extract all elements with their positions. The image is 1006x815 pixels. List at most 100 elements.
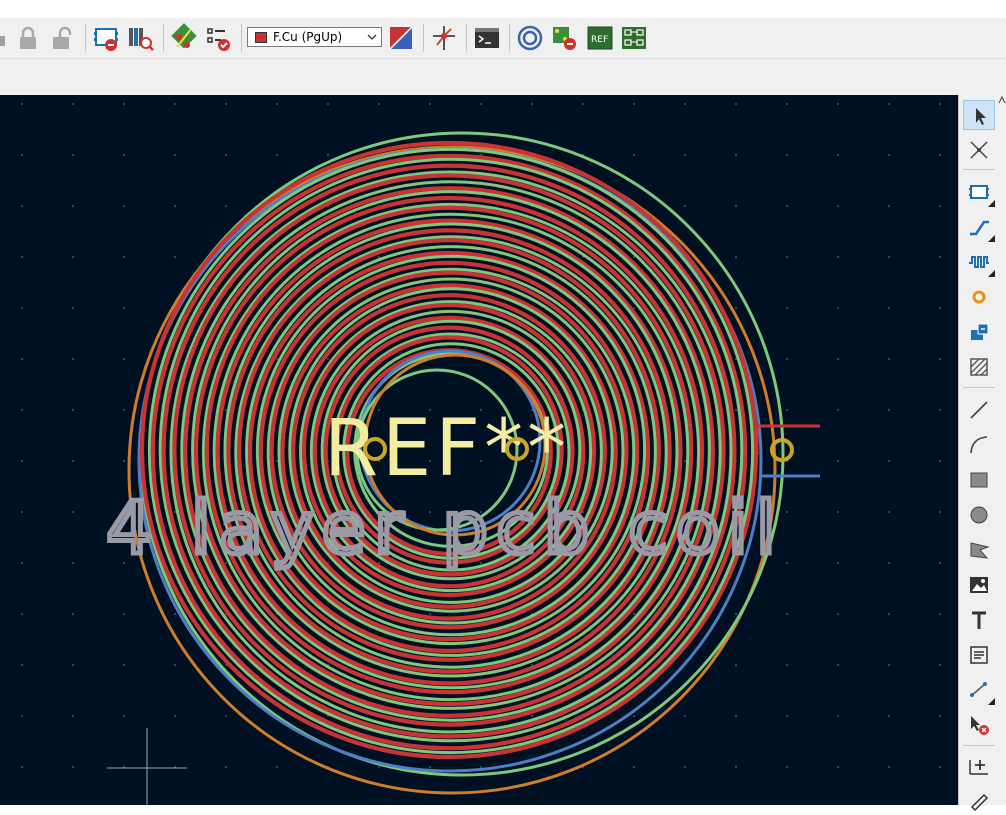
scroll-up-icon[interactable] (998, 95, 1006, 105)
board-setup-icon[interactable] (549, 23, 579, 53)
dimension-tool[interactable] (963, 675, 995, 705)
submenu-indicator (988, 698, 995, 705)
coil-turn (266, 267, 636, 637)
layer-color-swatch (255, 32, 267, 43)
ratsnest-icon[interactable] (169, 23, 199, 53)
footprint-editor-icon[interactable]: REF (585, 23, 615, 53)
select-tool[interactable] (963, 100, 995, 130)
coil-turn (258, 260, 640, 642)
coil-turn (323, 325, 575, 577)
drc-icon[interactable] (203, 23, 233, 53)
coil-turn (291, 293, 607, 609)
coil-turn (201, 202, 701, 702)
coil-turn (255, 254, 647, 646)
layer-pair-icon[interactable] (386, 23, 416, 53)
inner1-inner-ring (355, 368, 519, 532)
inner2-inner-ring (358, 349, 542, 533)
crosshair-cursor (107, 728, 187, 805)
title-strip (0, 0, 1006, 18)
footprint-tool[interactable] (963, 177, 995, 207)
coil-turn (223, 222, 679, 678)
pad[interactable] (363, 437, 387, 461)
image-tool[interactable] (963, 570, 995, 600)
anchor-tool[interactable] (963, 751, 995, 781)
zone-tool[interactable] (963, 317, 995, 347)
coil-turn (269, 270, 629, 630)
coil-turn (180, 180, 722, 722)
coil-turn (158, 157, 744, 743)
coil-turn (161, 163, 737, 739)
coil-turn (245, 245, 657, 657)
pads (363, 437, 794, 462)
tune-length-tool[interactable] (963, 247, 995, 277)
toolbar-separator (241, 24, 242, 52)
toolbar-separator (423, 24, 424, 52)
layer-selector[interactable]: F.Cu (PgUp) (247, 27, 382, 47)
keepout-tool[interactable] (963, 352, 995, 382)
pcb-drawing[interactable]: 4 layer pcb coil REF** (0, 95, 958, 805)
textbox-tool[interactable] (963, 640, 995, 670)
info-bar (0, 59, 1006, 96)
coil-footprint[interactable] (127, 131, 820, 795)
via-tool[interactable] (963, 282, 995, 312)
coil-turn (169, 170, 733, 734)
text-tool[interactable] (963, 605, 995, 635)
polygon-tool[interactable] (963, 535, 995, 565)
coil-turn (331, 332, 571, 572)
route-icon[interactable] (429, 23, 459, 53)
route-track-tool[interactable] (963, 212, 995, 242)
local-ratsnest-tool[interactable] (963, 135, 995, 165)
coil-turn (312, 315, 586, 589)
toolbar-separator (163, 24, 164, 52)
chevron-down-icon (367, 34, 377, 40)
coil-turn (320, 319, 582, 581)
reference-text: REF** (324, 404, 570, 494)
pad[interactable] (505, 437, 529, 461)
toolbar-separator (963, 387, 995, 388)
coil-turn (247, 250, 651, 654)
coil-turn (150, 153, 748, 751)
coil-turn (204, 205, 694, 695)
coil-turn (193, 195, 705, 707)
coil-turn (226, 228, 672, 674)
pad[interactable] (770, 438, 794, 462)
arc-tool[interactable] (963, 430, 995, 460)
footprint-properties-icon[interactable] (91, 23, 121, 53)
coil-turn (280, 283, 618, 621)
line-tool[interactable] (963, 395, 995, 425)
circle-tool[interactable] (963, 500, 995, 530)
coil-turn (299, 300, 603, 604)
submenu-indicator (988, 235, 995, 242)
pcb-canvas[interactable]: 4 layer pcb coil REF** (0, 95, 958, 805)
footprint-update-icon[interactable] (619, 23, 649, 53)
measure-tool[interactable] (963, 785, 995, 815)
layer-selector-label: F.Cu (PgUp) (273, 30, 343, 44)
coil-turn (309, 309, 593, 593)
coil-turn (288, 287, 614, 613)
submenu-indicator (988, 200, 995, 207)
delete-tool[interactable] (963, 710, 995, 740)
svg-text:REF: REF (591, 35, 608, 45)
scripting-console-icon[interactable] (472, 23, 502, 53)
rectangle-tool[interactable] (963, 465, 995, 495)
coil-turn (234, 235, 668, 669)
coil-turn (237, 238, 661, 662)
toolbar-separator (509, 24, 510, 52)
coil-turn (147, 147, 755, 755)
coil-turn (301, 302, 597, 598)
submenu-indicator (988, 270, 995, 277)
coil-turn (334, 335, 564, 565)
value-text: 4 layer pcb coil (106, 486, 784, 570)
lock-icon[interactable] (13, 23, 43, 53)
right-toolbar (958, 95, 1006, 811)
toolbar-separator (963, 169, 995, 170)
footprint-browser-icon[interactable] (125, 23, 155, 53)
coil-turn (342, 342, 560, 560)
toolbar-separator (466, 24, 467, 52)
coil-turn (277, 277, 625, 625)
unlock-icon[interactable] (47, 23, 77, 53)
coil-turn (212, 212, 690, 690)
coil-turn (191, 190, 711, 710)
lock-icon[interactable] (0, 23, 6, 53)
zone-fill-icon[interactable] (515, 23, 545, 53)
